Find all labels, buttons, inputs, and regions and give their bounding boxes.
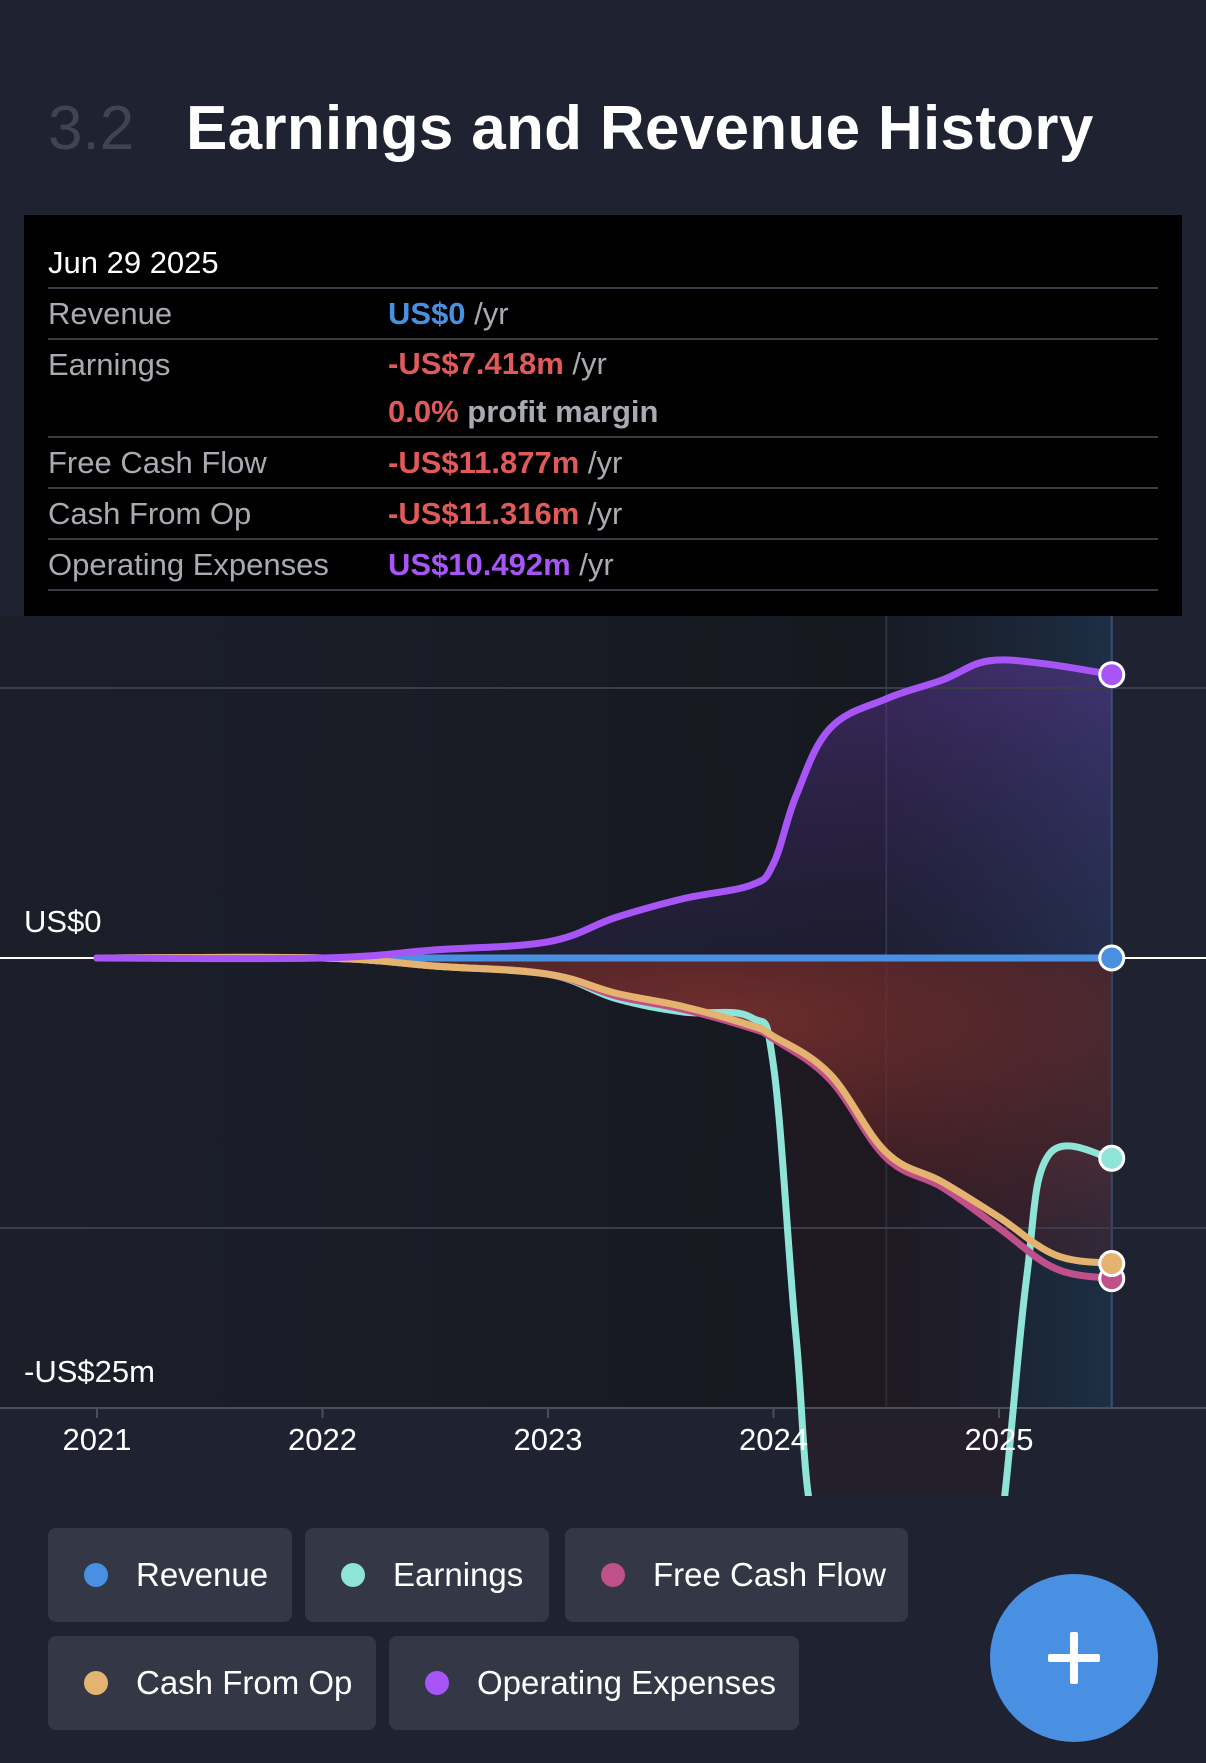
cash-from-op-area: [97, 957, 1112, 1264]
legend-dot: [84, 1671, 108, 1695]
profit-margin-value: 0.0%: [388, 394, 459, 429]
y-label-bottom: -US$25m: [24, 1354, 155, 1389]
section-header: 3.2 Earnings and Revenue History: [48, 88, 1094, 168]
legend-label: Earnings: [393, 1556, 524, 1593]
tooltip-row-earnings: Earnings -US$7.418m /yr 0.0% profit marg…: [48, 340, 1158, 438]
legend-dot: [601, 1563, 625, 1587]
x-tick-label: 2022: [288, 1422, 357, 1457]
legend-operating-expenses[interactable]: Operating Expenses: [389, 1636, 799, 1730]
legend-dot: [341, 1563, 365, 1587]
tooltip-unit: /yr: [579, 496, 623, 531]
legend-dot: [84, 1563, 108, 1587]
tooltip-unit: /yr: [563, 346, 607, 381]
add-button[interactable]: [990, 1574, 1158, 1742]
legend-label: Free Cash Flow: [653, 1556, 886, 1593]
tooltip-value: US$0: [388, 296, 466, 331]
tooltip-value: -US$11.316m: [388, 496, 580, 531]
x-tick-label: 2024: [739, 1422, 808, 1457]
tooltip-value: US$10.492m: [388, 547, 571, 582]
series-marker-revenue: [1098, 944, 1126, 972]
tooltip-unit: /yr: [465, 296, 509, 331]
tooltip-value: -US$7.418m: [388, 346, 564, 381]
x-tick-label: 2025: [965, 1422, 1034, 1457]
legend-earnings[interactable]: Earnings: [305, 1528, 549, 1622]
tooltip-row-operating-expenses: Operating Expenses US$10.492m /yr: [48, 540, 1158, 591]
tooltip-label: Earnings: [48, 347, 171, 382]
legend-label: Operating Expenses: [477, 1664, 777, 1701]
legend-label: Revenue: [136, 1556, 269, 1593]
tooltip-row-free-cash-flow: Free Cash Flow -US$11.877m /yr: [48, 438, 1158, 489]
series-marker-operating-expenses: [1098, 661, 1126, 689]
operating-expenses-area: [97, 659, 1112, 959]
x-tick-label: 2023: [514, 1422, 583, 1457]
series-marker-cash-from-op: [1098, 1250, 1126, 1278]
chart-tooltip: Jun 29 2025 Revenue US$0 /yr Earnings -U…: [24, 215, 1182, 616]
tooltip-label: Free Cash Flow: [48, 445, 267, 480]
series-line-cash-from-op: [93, 953, 1116, 1267]
y-label-zero: US$0: [24, 904, 102, 939]
section-number: 3.2: [48, 93, 135, 163]
tooltip-label: Cash From Op: [48, 496, 252, 531]
series-line-operating-expenses: [93, 656, 1116, 963]
tooltip-row-cash-from-op: Cash From Op -US$11.316m /yr: [48, 489, 1158, 540]
tooltip-label: Operating Expenses: [48, 547, 329, 582]
plus-icon: [1048, 1632, 1100, 1684]
legend-dot: [425, 1671, 449, 1695]
series-marker-earnings: [1098, 1144, 1126, 1172]
tooltip-unit: /yr: [579, 445, 623, 480]
tooltip-date: Jun 29 2025: [48, 245, 1158, 289]
tooltip-label: Revenue: [48, 296, 173, 331]
earnings-area: [97, 957, 1112, 1496]
page-title: Earnings and Revenue History: [186, 93, 1094, 163]
legend-free-cash-flow[interactable]: Free Cash Flow: [565, 1528, 908, 1622]
tooltip-unit: /yr: [570, 547, 614, 582]
tooltip-row-revenue: Revenue US$0 /yr: [48, 289, 1158, 340]
tooltip-value: -US$11.877m: [388, 445, 580, 480]
legend-cash-from-op[interactable]: Cash From Op: [48, 1636, 376, 1730]
x-tick-label: 2021: [63, 1422, 132, 1457]
profit-margin-text: profit margin: [458, 394, 659, 429]
legend-label: Cash From Op: [136, 1664, 353, 1701]
legend-revenue[interactable]: Revenue: [48, 1528, 292, 1622]
